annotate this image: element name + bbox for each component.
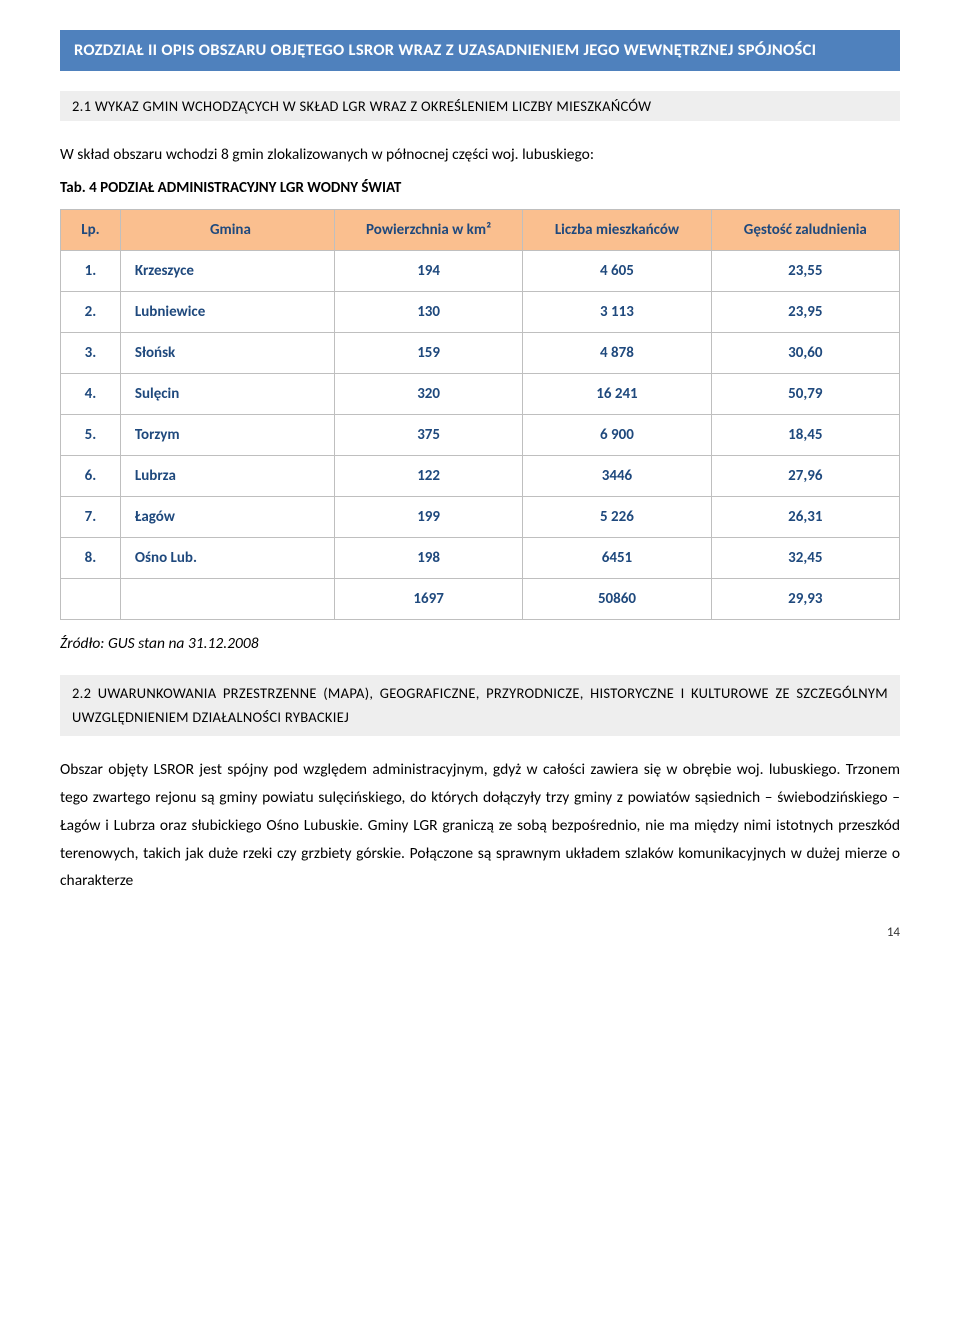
cell-lp: 8.	[61, 537, 121, 578]
table-row: 4.Sulęcin32016 24150,79	[61, 373, 900, 414]
cell-pop: 16 241	[523, 373, 711, 414]
section-2-2-heading: 2.2 UWARUNKOWANIA PRZESTRZENNE (MAPA), G…	[60, 675, 900, 736]
chapter-title: ROZDZIAŁ II OPIS OBSZARU OBJĘTEGO LSROR …	[60, 30, 900, 71]
table-header-row: Lp. Gmina Powierzchnia w km² Liczba mies…	[61, 209, 900, 250]
cell-area: 320	[334, 373, 522, 414]
cell-area: 122	[334, 455, 522, 496]
cell-pop: 6 900	[523, 414, 711, 455]
table-row: 1.Krzeszyce1944 60523,55	[61, 250, 900, 291]
cell-pop: 3446	[523, 455, 711, 496]
cell-lp: 7.	[61, 496, 121, 537]
cell-pop: 5 226	[523, 496, 711, 537]
cell-density-total: 29,93	[711, 578, 899, 619]
cell-area: 159	[334, 332, 522, 373]
cell-lp-empty	[61, 578, 121, 619]
cell-density: 30,60	[711, 332, 899, 373]
cell-pop: 3 113	[523, 291, 711, 332]
table-row: 7.Łagów1995 22626,31	[61, 496, 900, 537]
cell-area-total: 1697	[334, 578, 522, 619]
cell-area: 130	[334, 291, 522, 332]
th-density: Gęstość zaludnienia	[711, 209, 899, 250]
cell-gmina: Lubniewice	[120, 291, 334, 332]
cell-gmina: Lubrza	[120, 455, 334, 496]
cell-density: 23,55	[711, 250, 899, 291]
cell-density: 18,45	[711, 414, 899, 455]
intro-paragraph: W skład obszaru wchodzi 8 gmin zlokalizo…	[60, 141, 900, 169]
cell-density: 26,31	[711, 496, 899, 537]
table-row: 3.Słońsk1594 87830,60	[61, 332, 900, 373]
th-area: Powierzchnia w km²	[334, 209, 522, 250]
th-lp: Lp.	[61, 209, 121, 250]
cell-pop: 6451	[523, 537, 711, 578]
admin-division-table: Lp. Gmina Powierzchnia w km² Liczba mies…	[60, 209, 900, 620]
cell-lp: 6.	[61, 455, 121, 496]
cell-pop-total: 50860	[523, 578, 711, 619]
table-totals-row: 16975086029,93	[61, 578, 900, 619]
cell-gmina: Torzym	[120, 414, 334, 455]
cell-area: 375	[334, 414, 522, 455]
body-paragraph: Obszar objęty LSROR jest spójny pod wzgl…	[60, 756, 900, 895]
cell-area: 199	[334, 496, 522, 537]
cell-density: 27,96	[711, 455, 899, 496]
cell-density: 32,45	[711, 537, 899, 578]
cell-gmina: Słońsk	[120, 332, 334, 373]
cell-area: 194	[334, 250, 522, 291]
cell-lp: 1.	[61, 250, 121, 291]
cell-gmina: Ośno Lub.	[120, 537, 334, 578]
cell-lp: 5.	[61, 414, 121, 455]
cell-gmina: Krzeszyce	[120, 250, 334, 291]
table-row: 2.Lubniewice1303 11323,95	[61, 291, 900, 332]
table-row: 6.Lubrza122344627,96	[61, 455, 900, 496]
cell-pop: 4 878	[523, 332, 711, 373]
cell-lp: 3.	[61, 332, 121, 373]
cell-area: 198	[334, 537, 522, 578]
cell-lp: 2.	[61, 291, 121, 332]
cell-density: 50,79	[711, 373, 899, 414]
page-number: 14	[60, 925, 900, 940]
cell-gmina: Łagów	[120, 496, 334, 537]
cell-gmina-empty	[120, 578, 334, 619]
section-2-1-heading: 2.1 WYKAZ GMIN WCHODZĄCYCH W SKŁAD LGR W…	[60, 91, 900, 121]
th-pop: Liczba mieszkańców	[523, 209, 711, 250]
cell-pop: 4 605	[523, 250, 711, 291]
cell-density: 23,95	[711, 291, 899, 332]
th-gmina: Gmina	[120, 209, 334, 250]
cell-lp: 4.	[61, 373, 121, 414]
table-source: Źródło: GUS stan na 31.12.2008	[60, 634, 900, 653]
table-row: 8.Ośno Lub.198645132,45	[61, 537, 900, 578]
table-caption: Tab. 4 PODZIAŁ ADMINISTRACYJNY LGR WODNY…	[60, 179, 900, 197]
table-row: 5.Torzym3756 90018,45	[61, 414, 900, 455]
cell-gmina: Sulęcin	[120, 373, 334, 414]
